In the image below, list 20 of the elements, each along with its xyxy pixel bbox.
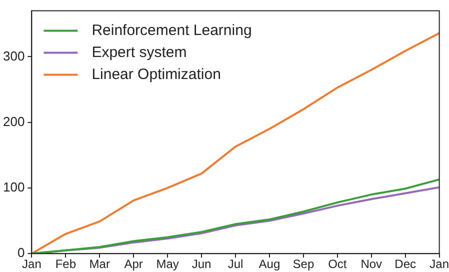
x-tick-label: Jan — [22, 257, 42, 272]
y-tick-label: 300 — [2, 48, 25, 64]
x-tick-label: Jan — [430, 257, 449, 272]
x-tick-label: Aug — [258, 257, 280, 272]
x-tick-label: Nov — [360, 257, 382, 272]
y-tick-label: 0 — [17, 245, 25, 260]
x-tick-label: May — [156, 257, 179, 272]
legend-label: Reinforcement Learning — [92, 22, 252, 39]
x-tick-label: Jul — [228, 257, 244, 272]
y-tick-label: 100 — [2, 180, 25, 195]
x-tick-label: Feb — [55, 257, 76, 272]
legend-label: Expert system — [92, 44, 187, 61]
x-tick-label: Dec — [394, 257, 416, 272]
x-tick-label: Oct — [328, 257, 348, 272]
x-tick-label: Mar — [89, 257, 110, 272]
x-tick-label: Apr — [124, 257, 143, 272]
x-tick-label: Sep — [292, 257, 314, 272]
legend-label: Linear Optimization — [92, 66, 221, 83]
x-tick-label: Jun — [192, 257, 212, 272]
y-tick-label: 200 — [2, 114, 25, 129]
